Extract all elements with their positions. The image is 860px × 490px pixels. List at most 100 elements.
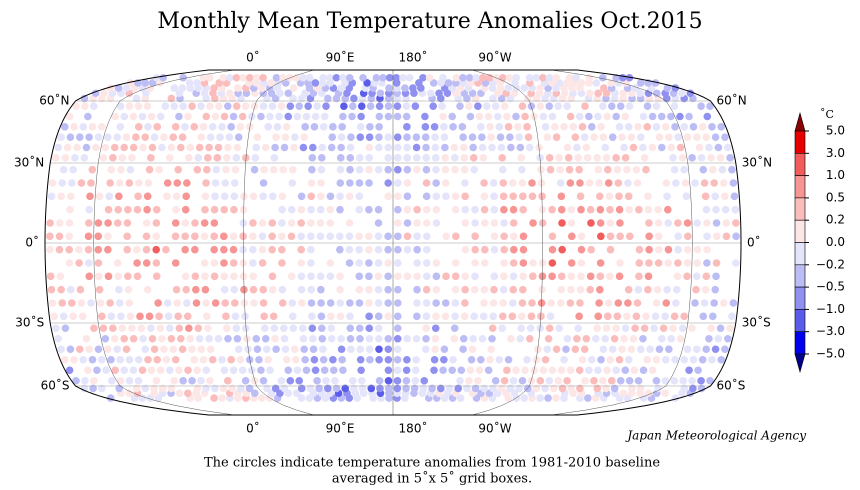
anomaly-dot [185,154,193,162]
anomaly-dot [468,345,477,354]
anomaly-dot [732,219,740,227]
anomaly-dot [143,285,152,294]
anomaly-dot [172,205,180,214]
anomaly-dot [104,133,112,141]
anomaly-dot [150,384,158,393]
anomaly-dot [385,73,394,82]
anomaly-dot [252,334,261,343]
anomaly-dot [171,259,180,267]
anomaly-dot [99,324,108,333]
anomaly-dot [529,272,537,281]
anomaly-dot [120,112,129,121]
anomaly-dot [263,384,271,393]
anomaly-dot [708,355,716,364]
anomaly-dot [133,205,142,214]
anomaly-dot [109,154,117,162]
anomaly-dot [576,192,585,201]
anomaly-dot [491,102,500,110]
colorbar-cap [794,353,806,374]
anomaly-dot [315,384,323,393]
anomaly-dot [104,219,112,227]
anomaly-dot [72,102,80,110]
anomaly-dot [518,376,527,385]
anomaly-dot [145,165,154,174]
anomaly-dot [181,232,189,241]
anomaly-dot [215,79,224,87]
anomaly-dot [231,179,239,187]
anomaly-dot [516,143,525,152]
anomaly-dot [442,232,450,241]
anomaly-dot [355,272,364,281]
anomaly-dot [308,312,316,321]
anomaly-dot [670,165,679,174]
anomaly-dot [403,334,411,343]
anomaly-dot [365,245,373,254]
anomaly-dot [519,272,527,281]
anomaly-dot [376,89,385,98]
anomaly-dot [518,165,526,174]
anomaly-dot [222,165,230,174]
anomaly-dot [259,102,268,110]
anomaly-dot [66,345,75,354]
anomaly-dot [412,143,421,152]
anomaly-dot [141,133,150,141]
anomaly-dot [643,102,652,110]
anomaly-dot [230,272,238,281]
anomaly-dot [489,94,497,103]
anomaly-dot [384,376,393,385]
anomaly-dot [162,355,171,364]
anomaly-dot [298,299,306,307]
anomaly-dot [471,272,479,281]
anomaly-dot [162,245,170,254]
anomaly-dot [101,143,110,152]
anomaly-dot [613,312,622,321]
anomaly-dot [216,133,224,141]
anomaly-dot [125,376,134,385]
anomaly-dot [512,112,520,121]
anomaly-dot [375,143,383,152]
anomaly-dot [403,272,412,281]
anomaly-dot [253,345,262,354]
anomaly-dot [393,334,402,343]
anomaly-dot [222,312,230,321]
colorbar-box [794,219,806,243]
anomaly-dot [432,312,440,321]
anomaly-dot [498,154,506,162]
anomaly-dot [489,312,498,321]
anomaly-dot [319,345,327,354]
anomaly-dot [144,123,152,131]
anomaly-dot [175,389,184,398]
anomaly-dot [210,84,218,92]
anomaly-dot [562,345,570,354]
anomaly-dot [580,133,589,141]
anomaly-dot [357,376,366,385]
anomaly-dot [523,355,531,364]
anomaly-dot [487,133,495,141]
anomaly-dot [468,89,477,98]
anomaly-dot [167,384,176,393]
anomaly-dot [393,102,402,110]
anomaly-dot [612,112,620,121]
anomaly-dot [259,179,268,187]
anomaly-dot [336,154,345,162]
anomaly-dot [450,334,459,343]
anomaly-dot [231,165,240,174]
anomaly-dot [430,123,439,131]
anomaly-dot [141,384,150,393]
anomaly-dot [613,165,622,174]
anomaly-dot [693,345,701,354]
anomaly-dot [48,299,57,307]
anomaly-dot [326,232,334,241]
anomaly-dot [248,112,256,121]
anomaly-dot [440,133,449,141]
anomaly-dot [461,205,470,214]
anomaly-dot [284,112,293,121]
anomaly-dot [661,123,670,131]
anomaly-dot [98,312,106,321]
anomaly-dot [430,366,438,375]
anomaly-dot [566,299,575,307]
anomaly-dot [375,102,384,110]
anomaly-dot [688,324,696,333]
anomaly-dot [486,123,494,131]
